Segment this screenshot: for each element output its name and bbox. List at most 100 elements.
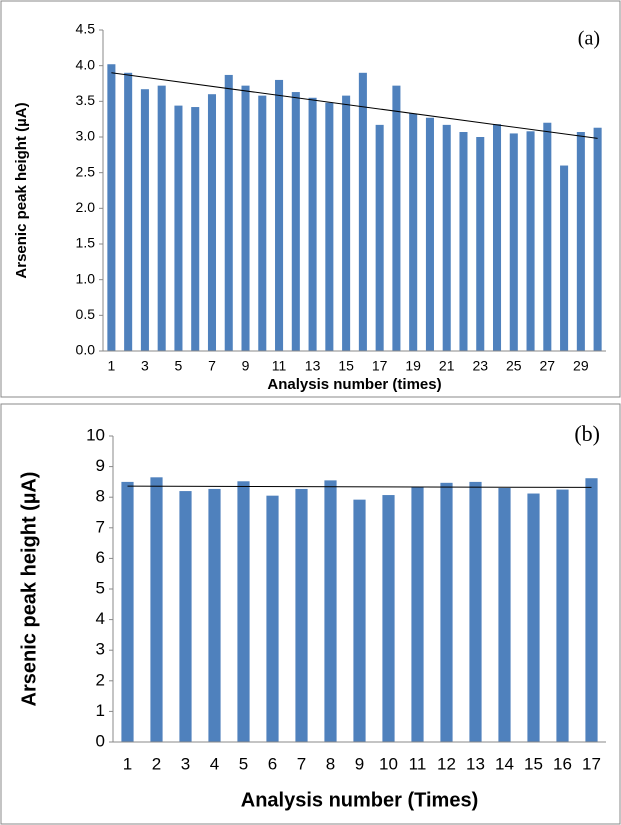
x-tick-label: 11 [409, 754, 427, 773]
y-tick-label: 3.5 [76, 92, 96, 108]
y-axis-title: Arsenic peak height (µA) [18, 472, 40, 707]
bar [266, 495, 279, 742]
bar [492, 124, 502, 351]
y-tick-label: 2 [96, 670, 105, 689]
y-tick-label: 0.0 [76, 342, 96, 358]
bar [342, 95, 351, 351]
x-tick-label: 15 [524, 754, 543, 773]
bar [392, 85, 401, 351]
y-tick-label: 5 [96, 578, 105, 597]
x-tick-label: 3 [181, 754, 190, 773]
bar [375, 124, 384, 351]
y-tick-label: 8 [96, 487, 105, 506]
x-tick-label: 8 [326, 754, 335, 773]
bar [409, 113, 418, 352]
x-tick-label: 7 [297, 754, 306, 773]
y-tick-label: 4.0 [76, 56, 96, 72]
bar [469, 481, 482, 742]
bar [121, 481, 134, 742]
x-tick-label: 4 [210, 754, 219, 773]
bar [140, 89, 149, 351]
bar [174, 105, 183, 351]
x-tick-label: 23 [472, 358, 488, 374]
y-tick-label: 3 [96, 640, 105, 659]
y-tick-label: 9 [96, 456, 105, 475]
bar [425, 117, 434, 352]
bar [191, 107, 200, 351]
bar [459, 132, 468, 351]
bar [556, 489, 569, 742]
bar [411, 486, 424, 742]
y-tick-label: 2.0 [76, 199, 96, 215]
bar [207, 94, 217, 351]
x-tick-label: 1 [123, 754, 132, 773]
bar [291, 92, 300, 351]
x-tick-label: 6 [268, 754, 277, 773]
bar [179, 491, 192, 742]
bar [107, 64, 116, 352]
x-tick-label: 5 [175, 358, 183, 374]
bar [308, 97, 317, 352]
x-tick-label: 3 [141, 358, 149, 374]
y-tick-label: 4 [96, 609, 105, 628]
panel-frame [0, 0, 621, 398]
x-tick-label: 17 [582, 754, 601, 773]
bar [208, 488, 221, 742]
x-tick-label: 9 [355, 754, 364, 773]
panel-frame [0, 403, 621, 825]
trend-line [127, 485, 592, 488]
x-tick-label: 11 [272, 358, 287, 374]
bar [576, 132, 585, 351]
bar [476, 137, 485, 351]
x-tick-label: 12 [437, 754, 456, 773]
x-tick-label: 7 [208, 358, 216, 374]
bar [593, 127, 602, 351]
bar [353, 499, 366, 742]
x-tick-label: 10 [379, 754, 398, 773]
bar [150, 477, 163, 742]
bar [440, 482, 453, 742]
panel-label: (b) [574, 421, 600, 446]
x-tick-label: 16 [553, 754, 572, 773]
y-tick-label: 10 [86, 425, 105, 444]
bar [241, 85, 250, 351]
x-tick-label: 2 [152, 754, 161, 773]
bar [325, 102, 334, 351]
x-tick-label: 14 [495, 754, 514, 773]
y-tick-label: 0 [96, 731, 105, 750]
bar [543, 122, 552, 351]
y-axis-title: Arsenic peak height (µA) [13, 102, 30, 278]
y-tick-label: 7 [96, 517, 105, 536]
y-tick-label: 1.5 [76, 235, 96, 251]
y-tick-label: 6 [96, 548, 105, 567]
bar [442, 124, 451, 351]
x-tick-label: 13 [305, 358, 321, 374]
bar [382, 495, 395, 742]
bar [324, 480, 337, 742]
x-tick-label: 13 [466, 754, 485, 773]
x-tick-label: 25 [506, 358, 522, 374]
x-tick-label: 29 [573, 358, 589, 374]
panel-label: (a) [578, 28, 600, 50]
bar [585, 478, 598, 742]
bar [509, 133, 518, 351]
bar [358, 72, 367, 352]
x-tick-label: 27 [540, 358, 556, 374]
bar [295, 488, 308, 742]
bar [498, 488, 511, 742]
x-tick-label: 9 [242, 358, 250, 374]
x-tick-label: 5 [239, 754, 248, 773]
x-axis-title: Analysis number (Times) [241, 789, 478, 811]
y-tick-label: 1 [96, 701, 105, 720]
bar [527, 493, 540, 742]
bar [157, 85, 166, 351]
bar [124, 72, 133, 352]
x-tick-label: 21 [439, 358, 455, 374]
x-tick-label: 19 [405, 358, 421, 374]
y-tick-label: 0.5 [76, 306, 96, 322]
y-tick-label: 2.5 [76, 163, 96, 179]
bar [258, 95, 267, 351]
bar [275, 79, 284, 351]
bar [237, 481, 250, 742]
x-axis-title: Analysis number (times) [267, 376, 441, 393]
